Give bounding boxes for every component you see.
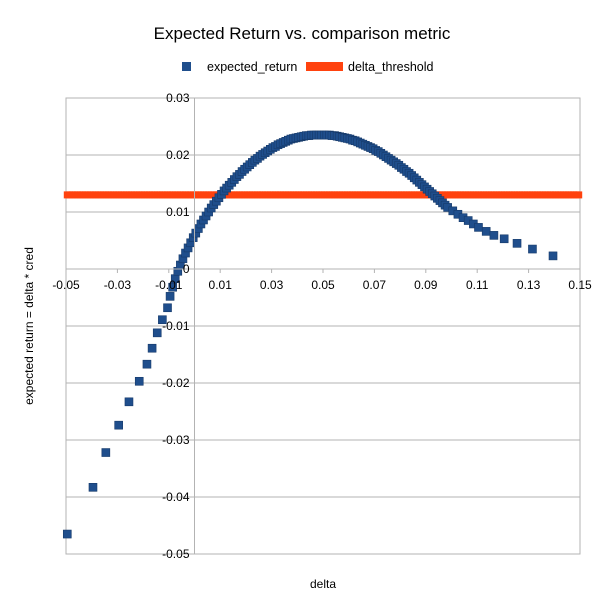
series-delta-threshold [63, 191, 583, 199]
y-tick-label-3: 0 [183, 262, 190, 276]
legend-swatch-expected-return [182, 62, 191, 71]
expected-return-point [142, 359, 152, 369]
x-tick-label-4: 0.03 [260, 278, 284, 292]
expected-return-point [489, 231, 499, 240]
x-tick-label-5: 0.05 [311, 278, 335, 292]
expected-return-point [134, 376, 144, 386]
x-tick-label-1: -0.03 [104, 278, 132, 292]
y-tick-label-5: -0.02 [162, 376, 190, 390]
y-tick-label-6: -0.03 [162, 433, 190, 447]
expected-return-point [512, 239, 522, 248]
y-tick-label-4: -0.01 [162, 319, 190, 333]
x-tick-label-9: 0.13 [517, 278, 541, 292]
expected-return-point [114, 420, 123, 430]
expected-return-point [152, 328, 162, 338]
x-tick-label-8: 0.11 [466, 278, 489, 292]
expected-return-point [165, 292, 175, 301]
grid [66, 97, 580, 555]
y-tick-label-1: 0.02 [166, 148, 190, 162]
plot-area-frame [65, 97, 581, 555]
y-axis-label: expected return = delta * cred [22, 247, 36, 405]
x-tick-label-0: -0.05 [52, 278, 80, 292]
legend-label-delta-threshold: delta_threshold [348, 60, 434, 74]
x-axis-ticks: -0.05 -0.03 -0.01 0.01 0.03 0.05 0.07 0.09 0.11 0… [52, 269, 592, 292]
x-tick-label-7: 0.09 [414, 278, 438, 292]
y-tick-label-0: 0.03 [166, 91, 190, 105]
y-tick-label-8: -0.05 [162, 547, 190, 561]
legend-label-expected-return: expected_return [207, 60, 297, 74]
y-axis-ticks: 0.03 0.02 0.01 0 -0.01 -0.02 -0.03 -0.04 -0.05 [162, 91, 195, 561]
expected-return-point [62, 529, 72, 539]
x-axis-label: delta [310, 577, 336, 591]
y-tick-label-2: 0.01 [166, 205, 190, 219]
expected-return-point [88, 483, 98, 492]
expected-return-point [481, 227, 491, 236]
legend-swatch-delta-threshold [306, 62, 343, 71]
expected-return-point [158, 315, 167, 325]
expected-return-point [474, 223, 483, 232]
expected-return-point [528, 244, 537, 254]
x-tick-label-6: 0.07 [363, 278, 387, 292]
x-tick-label-2: -0.01 [155, 278, 183, 292]
chart-title: Expected Return vs. comparison metric [154, 24, 451, 43]
y-tick-label-7: -0.04 [162, 490, 190, 504]
series-expected-return [62, 130, 558, 539]
legend: expected_return delta_threshold [182, 60, 434, 74]
expected-return-point [499, 234, 509, 244]
threshold-point [575, 191, 583, 199]
expected-return-point [124, 397, 134, 407]
x-tick-label-3: 0.01 [209, 278, 233, 292]
expected-return-point [147, 343, 157, 353]
expected-return-point [168, 282, 177, 292]
expected-return-point [101, 448, 111, 457]
x-tick-label-10: 0.15 [568, 278, 592, 292]
expected-return-point [548, 251, 558, 261]
expected-return-point [163, 303, 172, 313]
